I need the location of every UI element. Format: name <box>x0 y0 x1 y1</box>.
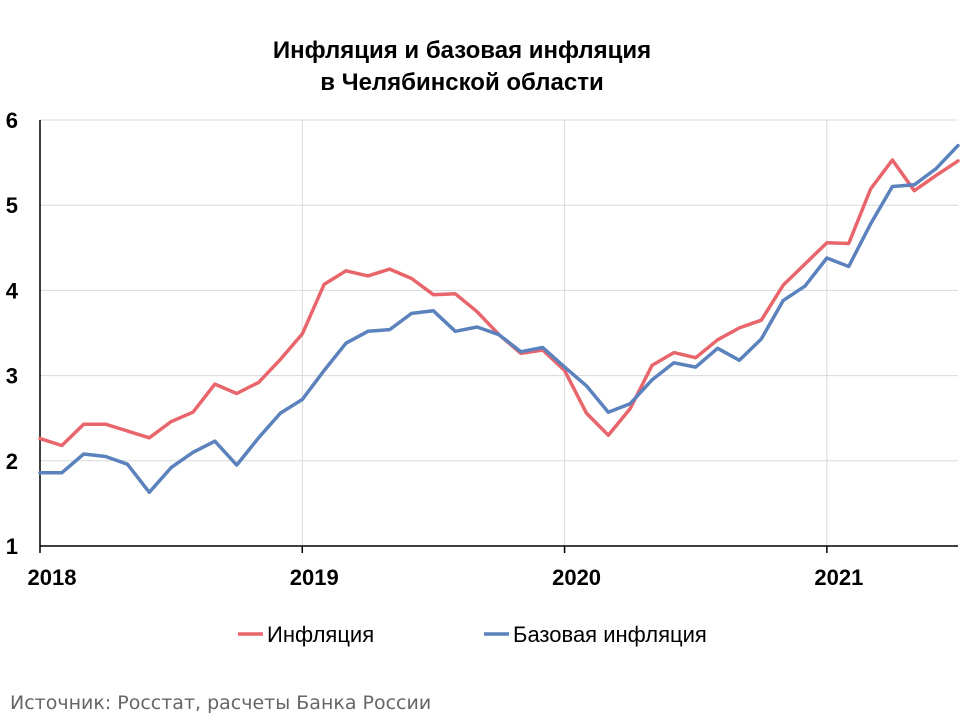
x-tick-label: 2019 <box>290 565 339 590</box>
y-tick-label: 4 <box>6 278 19 303</box>
y-tick-label: 6 <box>6 108 18 133</box>
y-tick-label: 5 <box>6 193 18 218</box>
y-tick-label: 1 <box>6 534 18 559</box>
chart-title-line-1: Инфляция и базовая инфляция <box>273 37 651 64</box>
x-axis: 2018 2019 2020 2021 <box>28 545 958 590</box>
y-tick-label: 2 <box>6 449 18 474</box>
y-tick-label: 3 <box>6 364 18 389</box>
series-lines <box>38 143 960 495</box>
legend-label-2: Базовая инфляция <box>513 622 707 647</box>
series-line-1 <box>38 158 960 448</box>
legend-label-1: Инфляция <box>267 622 374 647</box>
x-tick-label: 2021 <box>814 565 863 590</box>
series-line-2 <box>38 143 960 495</box>
legend: Инфляция Базовая инфляция <box>238 622 707 647</box>
x-tick-label: 2020 <box>552 565 601 590</box>
y-axis: 1 2 3 4 5 6 <box>6 108 41 559</box>
chart-title-line-2: в Челябинской области <box>320 69 603 96</box>
source-note: Источник: Росстат, расчеты Банка России <box>10 692 432 714</box>
x-tick-label: 2018 <box>28 565 77 590</box>
